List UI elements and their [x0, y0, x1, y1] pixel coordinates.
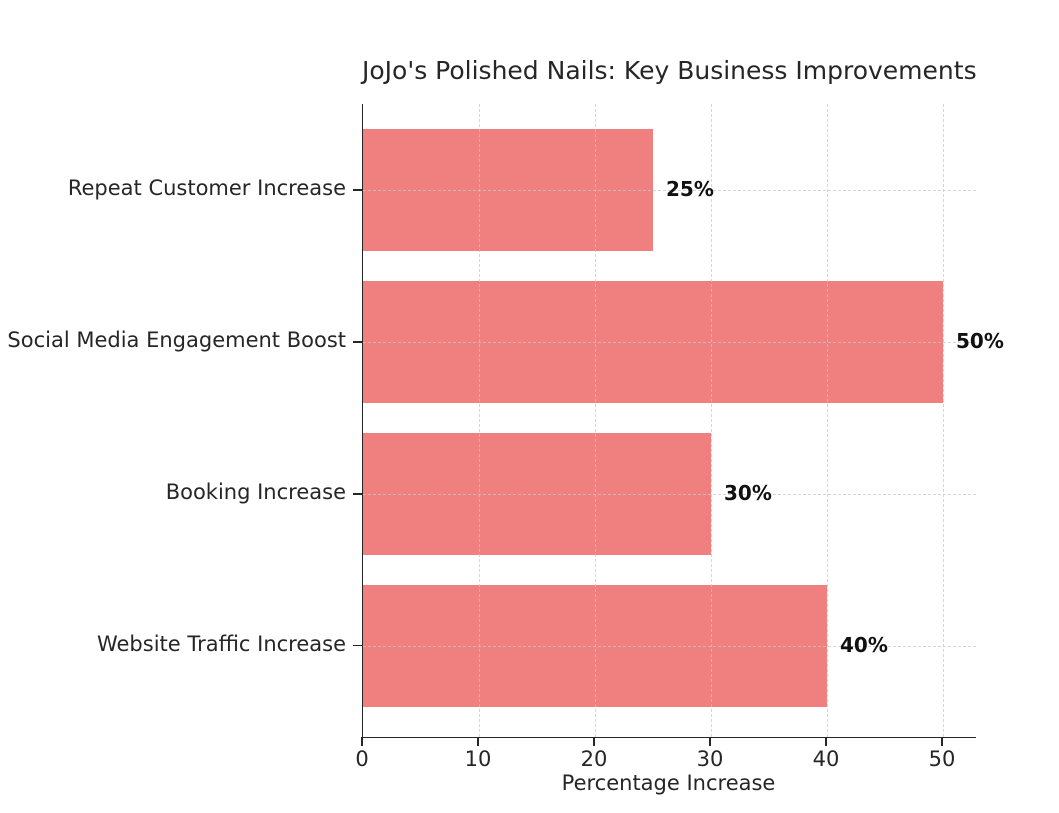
- x-tick-label-40: 40: [812, 747, 840, 771]
- y-tick-label-2: Booking Increase: [165, 480, 346, 504]
- x-tick-label-30: 30: [696, 747, 724, 771]
- y-tick-mark-1: [353, 341, 362, 343]
- gridline-vertical-50: [943, 104, 944, 737]
- bar-value-label-2: 30%: [724, 481, 772, 505]
- bar-value-label-1: 50%: [956, 329, 1004, 353]
- y-tick-label-3: Website Traffic Increase: [96, 631, 346, 656]
- y-tick-label-0: Repeat Customer Increase: [67, 176, 346, 200]
- gridline-horizontal-1: [363, 342, 976, 343]
- x-tick-mark-10: [477, 737, 479, 746]
- y-tick-mark-3: [353, 644, 362, 647]
- x-tick-label-0: 0: [355, 747, 369, 771]
- y-tick-mark-2: [353, 493, 362, 495]
- gridline-vertical-20: [595, 104, 596, 737]
- x-tick-mark-40: [825, 737, 827, 746]
- x-tick-mark-20: [593, 737, 595, 746]
- x-tick-label-50: 50: [928, 747, 956, 771]
- x-tick-label-20: 20: [580, 747, 608, 771]
- x-tick-mark-50: [941, 737, 943, 746]
- y-tick-label-1: Social Media Engagement Boost: [7, 328, 346, 352]
- gridline-horizontal-3: [363, 645, 976, 647]
- bar-value-label-0: 25%: [666, 177, 714, 201]
- x-axis-label: Percentage Increase: [561, 771, 776, 795]
- plot-area: [362, 104, 976, 738]
- bar-value-label-3: 40%: [840, 632, 888, 657]
- gridline-vertical-10: [479, 104, 480, 737]
- y-tick-mark-0: [353, 189, 362, 191]
- gridline-vertical-40: [827, 104, 828, 737]
- chart-title: JoJo's Polished Nails: Key Business Impr…: [362, 56, 977, 85]
- x-tick-label-10: 10: [464, 747, 492, 771]
- gridline-horizontal-2: [363, 494, 976, 495]
- x-tick-mark-30: [709, 737, 711, 746]
- x-tick-mark-0: [361, 737, 363, 746]
- gridline-vertical-30: [711, 104, 712, 737]
- gridline-horizontal-0: [363, 190, 976, 191]
